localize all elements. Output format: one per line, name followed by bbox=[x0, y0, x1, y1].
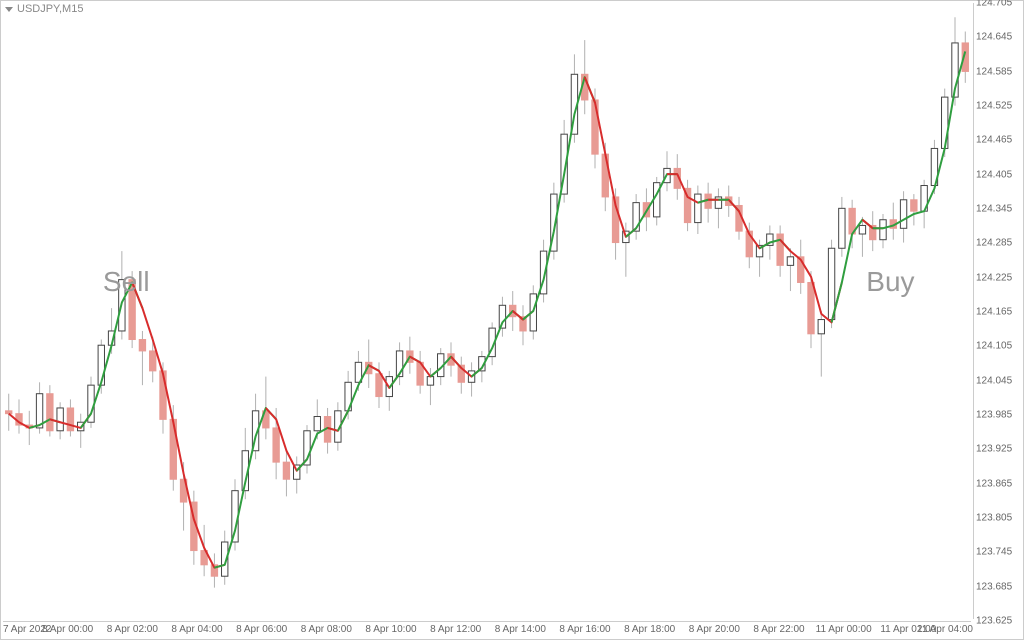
x-tick-label: 8 Apr 20:00 bbox=[689, 624, 740, 635]
y-tick-label: 124.285 bbox=[976, 238, 1012, 249]
y-tick-label: 123.865 bbox=[976, 478, 1012, 489]
sell-annotation: Sell bbox=[103, 266, 150, 298]
plot-area[interactable]: Sell Buy bbox=[3, 3, 971, 619]
y-tick-label: 124.585 bbox=[976, 66, 1012, 77]
y-tick-label: 123.625 bbox=[976, 616, 1012, 627]
y-tick-label: 124.045 bbox=[976, 375, 1012, 386]
buy-annotation: Buy bbox=[866, 266, 914, 298]
y-tick-label: 124.705 bbox=[976, 0, 1012, 9]
x-tick-label: 8 Apr 10:00 bbox=[365, 624, 416, 635]
x-tick-label: 8 Apr 06:00 bbox=[236, 624, 287, 635]
candlestick-svg bbox=[3, 3, 971, 619]
y-tick-label: 123.805 bbox=[976, 513, 1012, 524]
y-axis: 124.705 124.645 124.585 124.525 124.465 124.4… bbox=[973, 3, 1023, 619]
y-tick-label: 124.345 bbox=[976, 204, 1012, 215]
x-tick-label: 8 Apr 18:00 bbox=[624, 624, 675, 635]
x-tick-label: 11 Apr 04:00 bbox=[917, 624, 973, 635]
x-tick-label: 11 Apr 00:00 bbox=[816, 624, 872, 635]
x-axis: 7 Apr 20228 Apr 00:008 Apr 02:008 Apr 04… bbox=[3, 621, 971, 639]
x-tick-label: 8 Apr 04:00 bbox=[171, 624, 222, 635]
y-tick-label: 124.525 bbox=[976, 101, 1012, 112]
x-tick-label: 8 Apr 12:00 bbox=[430, 624, 481, 635]
x-tick-label: 8 Apr 22:00 bbox=[753, 624, 804, 635]
x-tick-label: 8 Apr 00:00 bbox=[42, 624, 93, 635]
x-tick-label: 8 Apr 14:00 bbox=[495, 624, 546, 635]
y-tick-label: 124.105 bbox=[976, 341, 1012, 352]
y-tick-label: 124.645 bbox=[976, 32, 1012, 43]
y-tick-label: 124.225 bbox=[976, 272, 1012, 283]
y-tick-label: 123.985 bbox=[976, 410, 1012, 421]
chart-window: USDJPY,M15 Sell Buy 124.705124.645124.58… bbox=[0, 0, 1024, 640]
y-tick-label: 123.685 bbox=[976, 581, 1012, 592]
y-tick-label: 123.745 bbox=[976, 547, 1012, 558]
x-tick-label: 8 Apr 16:00 bbox=[559, 624, 610, 635]
y-tick-label: 124.405 bbox=[976, 169, 1012, 180]
x-tick-label: 8 Apr 02:00 bbox=[107, 624, 158, 635]
y-tick-label: 123.925 bbox=[976, 444, 1012, 455]
y-tick-label: 124.165 bbox=[976, 307, 1012, 318]
x-tick-label: 8 Apr 08:00 bbox=[301, 624, 352, 635]
y-tick-label: 124.465 bbox=[976, 135, 1012, 146]
